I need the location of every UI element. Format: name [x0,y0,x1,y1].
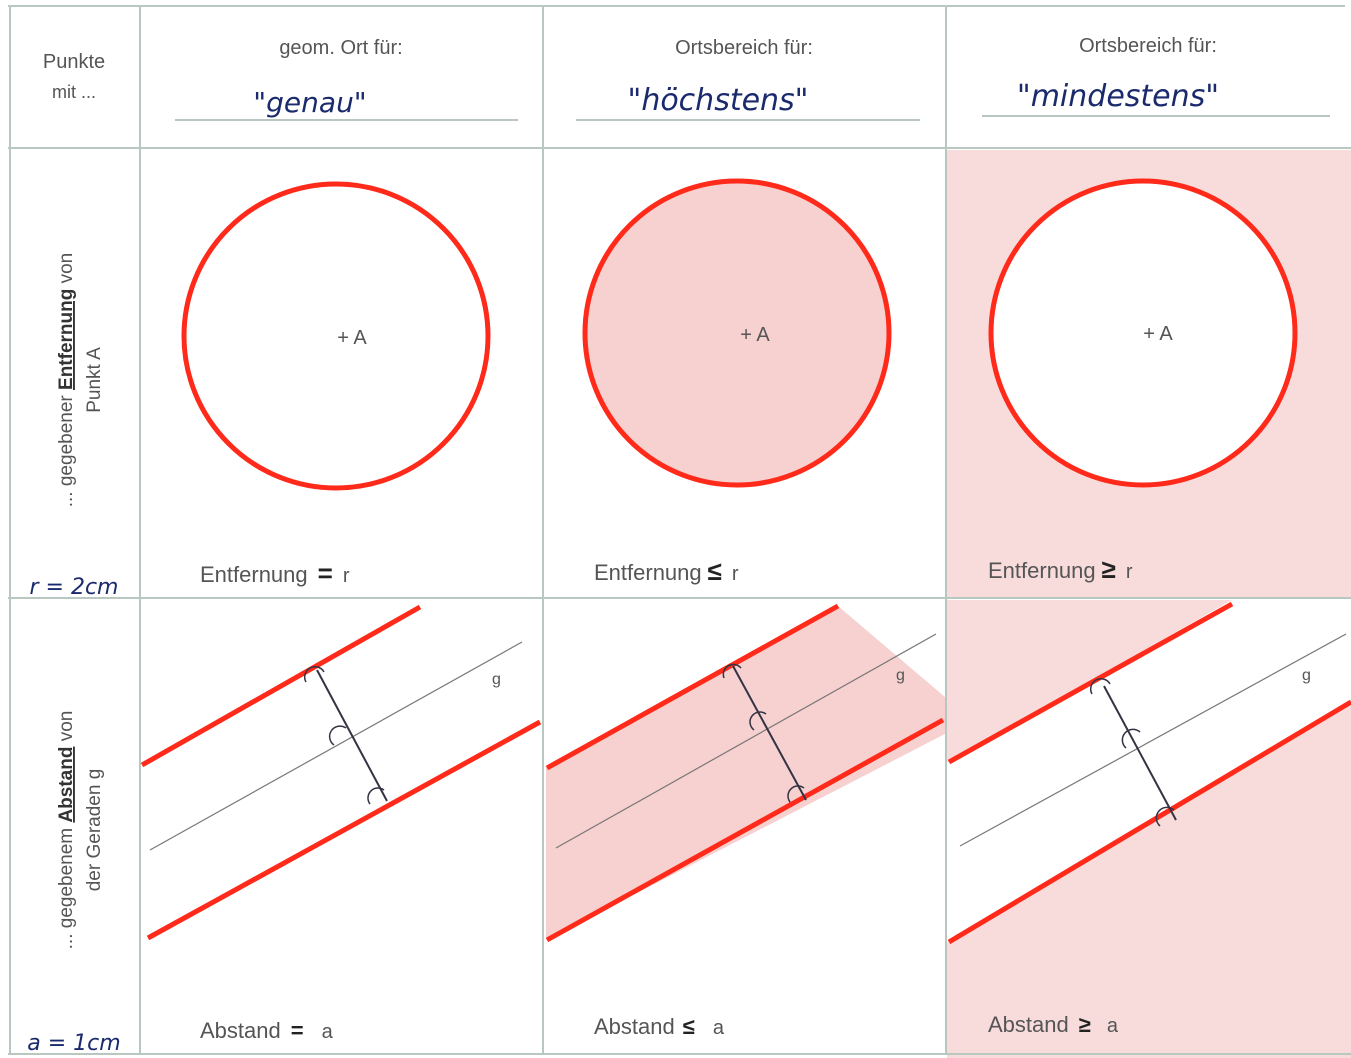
parallel-upper [140,604,422,768]
circle-mindestens [988,178,1298,488]
shading [546,150,1351,1058]
parallel-upper [545,603,840,771]
hoechstens-strip-shading [546,606,947,940]
caption-entfernung-genau: Entfernung = r [200,558,350,588]
handwritten-hoechstens: "höchstens" [628,83,809,118]
row-label-entfernung-line2: Punkt A [84,347,105,413]
line-g-label: g [896,667,905,684]
parallels-genau-cell: g Abstand = a [140,604,542,1043]
right-angle-mark [367,787,385,805]
table-grid [8,5,1351,1055]
hoechstens-disk-shading [584,180,890,486]
parallel-lower [545,717,945,943]
point-a-label: + A [1143,323,1173,345]
perpendicular [732,665,807,801]
perpendicular [316,669,388,802]
circle-hoechstens-cell: + A Entfernung ≤ r [582,178,892,586]
parallels-hoechstens-cell: g Abstand ≤ a [545,603,945,1039]
circle-hoechstens [582,178,892,488]
row-label-abstand-line1: ... gegebenem Abstand von [56,711,77,950]
line-g [959,633,1347,847]
right-angle-mark [1089,678,1111,695]
handwritten-a-value: a = 1cm [27,1031,120,1056]
circle-genau-cell: + A Entfernung = r [181,181,491,588]
right-angle-mark [749,711,767,731]
row-label-entfernung-line1: ... gegebener Entfernung von [56,253,77,508]
mindestens-circle-cutout [991,181,1295,485]
column-heading-hoechstens: Ortsbereich für: [675,37,813,59]
right-angle-mark [328,725,347,746]
column-heading-mindestens: Ortsbereich für: [1079,35,1217,57]
parallel-upper [947,601,1234,765]
row-label-entfernung: ... gegebener Entfernung von Punkt A r =… [30,253,119,600]
right-angle-mark [722,663,742,679]
point-a-label: + A [337,327,367,349]
row-label-abstand: ... gegebenem Abstand von der Geraden g … [27,711,120,1056]
table-header: Punkte mit ... geom. Ort für: "genau" Or… [43,35,1330,121]
caption-entfernung-hoechstens: Entfernung ≤ r [594,556,739,586]
corner-label-line2: mit ... [52,82,96,102]
handwritten-genau: "genau" [253,86,366,119]
line-g-label: g [492,671,501,688]
mindestens-below-shading [947,700,1351,1058]
circle-mindestens-cell: + A Entfernung ≥ r [988,178,1298,584]
line-g-label: g [1302,667,1311,684]
point-a-label: + A [740,324,770,346]
parallel-lower [146,719,542,941]
handwritten-mindestens: "mindestens" [1017,79,1219,114]
line-g [555,633,937,849]
line-g [149,641,523,851]
handwritten-r-value: r = 2cm [30,575,119,600]
caption-abstand-mindestens: Abstand ≥ a [988,1012,1119,1037]
corner-label-line1: Punkte [43,51,105,73]
row-label-abstand-line2: der Geraden g [84,769,105,892]
circle-genau [181,181,491,491]
caption-entfernung-mindestens: Entfernung ≥ r [988,554,1133,584]
right-angle-mark [303,666,325,683]
right-angle-mark [787,785,805,803]
caption-abstand-hoechstens: Abstand ≤ a [594,1014,725,1039]
perpendicular [1103,685,1177,821]
column-heading-genau: geom. Ort für: [279,37,402,59]
right-angle-mark [1121,728,1141,749]
parallels-mindestens-cell: g Abstand ≥ a [947,601,1351,1037]
right-angle-mark [1155,806,1175,827]
caption-abstand-genau: Abstand = a [200,1018,334,1043]
parallel-lower [947,699,1351,945]
